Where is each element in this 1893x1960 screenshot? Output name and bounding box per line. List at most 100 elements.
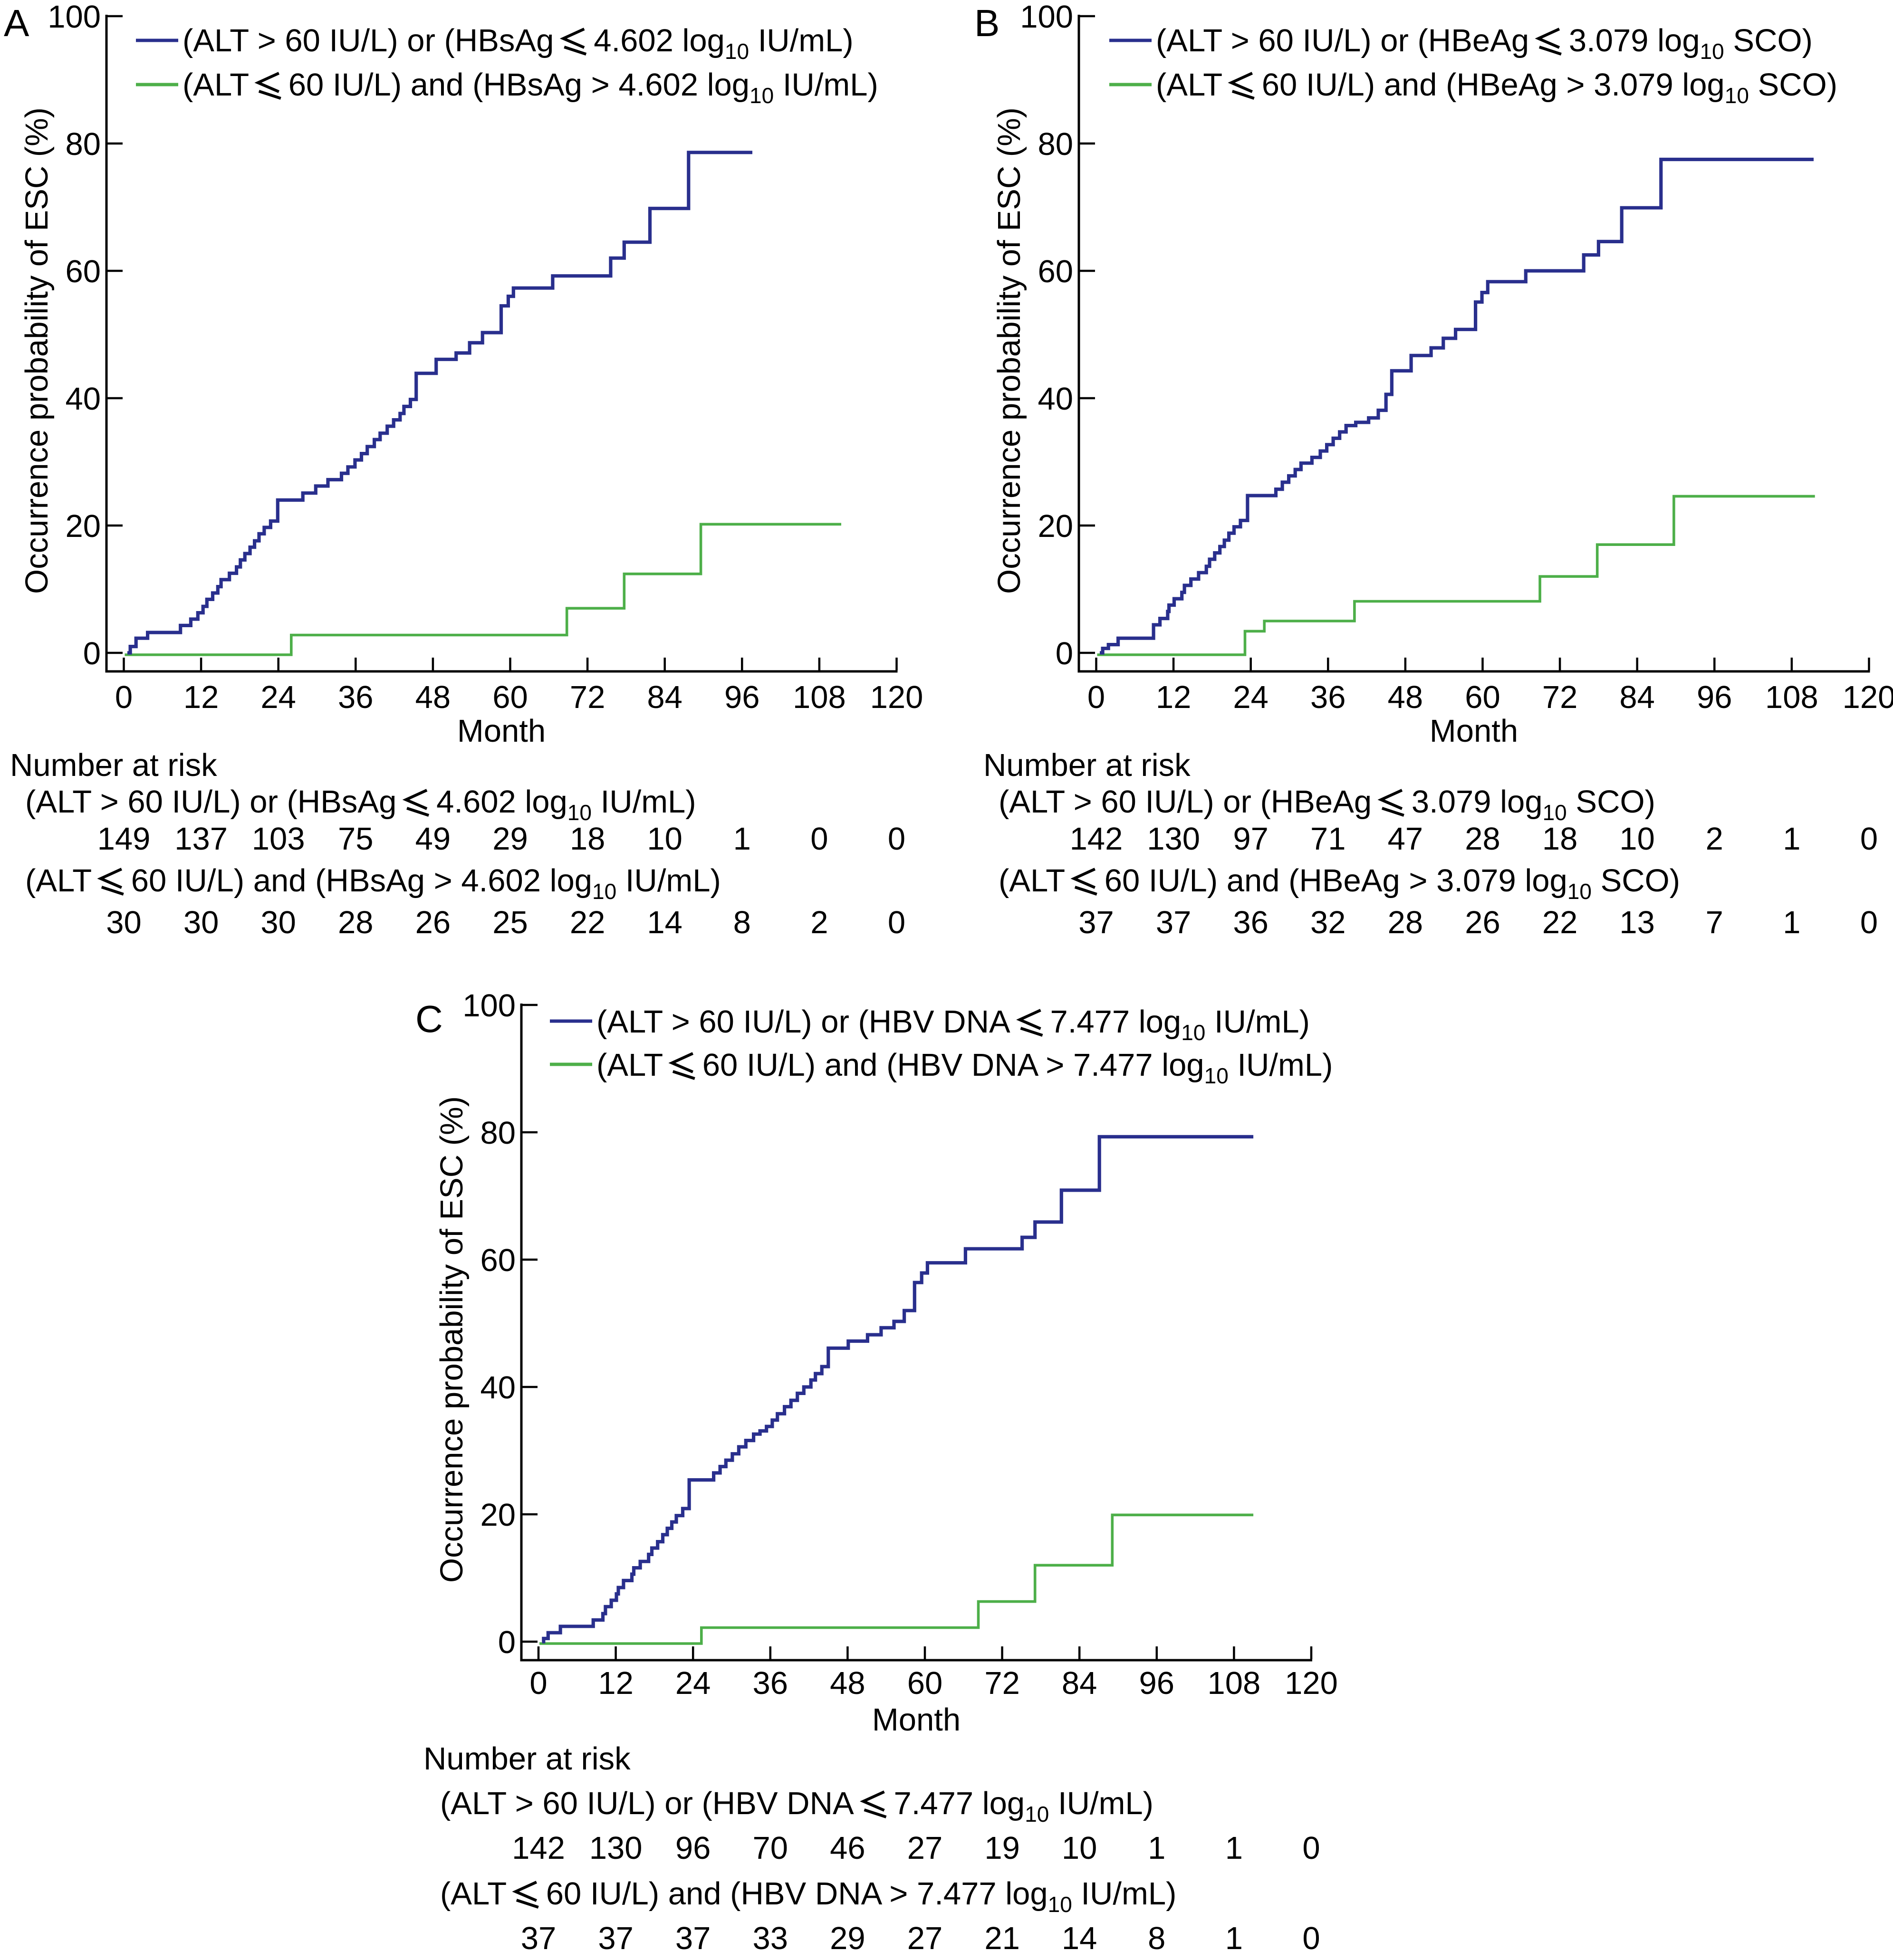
- svg-text:37: 37: [598, 1921, 634, 1956]
- svg-text:96: 96: [724, 679, 760, 715]
- svg-text:120: 120: [1285, 1665, 1338, 1701]
- svg-text:12: 12: [598, 1665, 634, 1701]
- svg-text:Month: Month: [872, 1702, 961, 1738]
- svg-text:84: 84: [1619, 679, 1655, 715]
- svg-text:72: 72: [984, 1665, 1020, 1701]
- svg-text:47: 47: [1388, 821, 1423, 857]
- svg-text:29: 29: [492, 821, 528, 857]
- svg-text:(ALT: (ALT: [1156, 67, 1222, 103]
- svg-text:1: 1: [1225, 1830, 1243, 1866]
- svg-text:(ALT > 60 IU/L) or (HBV DNA: (ALT > 60 IU/L) or (HBV DNA: [596, 1004, 1010, 1040]
- svg-text:100: 100: [48, 0, 101, 35]
- svg-text:130: 130: [1147, 821, 1200, 857]
- svg-text:Number at risk: Number at risk: [983, 747, 1191, 783]
- svg-text:25: 25: [492, 905, 528, 940]
- svg-text:27: 27: [907, 1921, 943, 1956]
- svg-text:1: 1: [1148, 1830, 1165, 1866]
- svg-text:72: 72: [570, 679, 605, 715]
- svg-text:7: 7: [1706, 905, 1723, 940]
- svg-text:130: 130: [589, 1830, 643, 1866]
- svg-text:29: 29: [830, 1921, 865, 1956]
- svg-text:108: 108: [1208, 1665, 1261, 1701]
- svg-text:0: 0: [529, 1665, 547, 1701]
- svg-text:60: 60: [1038, 254, 1073, 289]
- svg-text:Occurrence probability of ESC: Occurrence probability of ESC (%): [434, 1096, 470, 1583]
- svg-text:60 IU/L) and (HBV DNA > 7.477: 60 IU/L) and (HBV DNA > 7.477 log10 IU/m…: [546, 1876, 1177, 1917]
- svg-text:36: 36: [753, 1665, 788, 1701]
- svg-text:Month: Month: [457, 713, 546, 749]
- svg-text:37: 37: [1156, 905, 1192, 940]
- svg-text:22: 22: [1542, 905, 1578, 940]
- svg-text:(ALT > 60 IU/L) or (HBV DNA: (ALT > 60 IU/L) or (HBV DNA: [440, 1786, 854, 1821]
- svg-text:37: 37: [521, 1921, 557, 1956]
- svg-text:142: 142: [1070, 821, 1123, 857]
- svg-text:7.477 log10 IU/mL): 7.477 log10 IU/mL): [1050, 1004, 1310, 1045]
- svg-text:32: 32: [1310, 905, 1346, 940]
- svg-text:3.079 log10 SCO): 3.079 log10 SCO): [1569, 23, 1813, 64]
- svg-text:2: 2: [810, 905, 828, 940]
- svg-text:36: 36: [1233, 905, 1268, 940]
- svg-text:137: 137: [174, 821, 228, 857]
- svg-text:1: 1: [1225, 1921, 1243, 1956]
- svg-text:60: 60: [907, 1665, 943, 1701]
- svg-text:36: 36: [1310, 679, 1346, 715]
- svg-text:14: 14: [647, 905, 682, 940]
- svg-text:0: 0: [1860, 905, 1878, 940]
- svg-text:108: 108: [1765, 679, 1818, 715]
- svg-text:2: 2: [1706, 821, 1723, 857]
- svg-text:12: 12: [183, 679, 219, 715]
- svg-text:C: C: [415, 998, 443, 1040]
- svg-text:(ALT > 60 IU/L) or (HBeAg: (ALT > 60 IU/L) or (HBeAg: [999, 784, 1372, 820]
- svg-text:37: 37: [675, 1921, 711, 1956]
- svg-text:20: 20: [1038, 508, 1073, 544]
- svg-text:3.079 log10 SCO): 3.079 log10 SCO): [1412, 784, 1655, 825]
- svg-text:4.602 log10 IU/mL): 4.602 log10 IU/mL): [594, 23, 854, 64]
- svg-text:1: 1: [1783, 821, 1800, 857]
- svg-text:40: 40: [1038, 381, 1073, 417]
- svg-text:0: 0: [1860, 821, 1878, 857]
- svg-text:8: 8: [733, 905, 751, 940]
- svg-text:0: 0: [83, 636, 101, 671]
- svg-text:(ALT > 60 IU/L) or (HBsAg: (ALT > 60 IU/L) or (HBsAg: [25, 784, 396, 820]
- svg-text:24: 24: [675, 1665, 711, 1701]
- svg-text:60: 60: [480, 1243, 516, 1278]
- svg-text:60 IU/L) and (HBeAg > 3.079 lo: 60 IU/L) and (HBeAg > 3.079 log10 SCO): [1262, 67, 1837, 108]
- svg-text:36: 36: [338, 679, 374, 715]
- svg-text:(ALT > 60 IU/L) or (HBsAg: (ALT > 60 IU/L) or (HBsAg: [183, 23, 554, 58]
- svg-text:27: 27: [907, 1830, 943, 1866]
- svg-text:Number at risk: Number at risk: [10, 747, 217, 783]
- svg-text:48: 48: [830, 1665, 865, 1701]
- svg-text:20: 20: [65, 508, 101, 544]
- svg-text:142: 142: [512, 1830, 565, 1866]
- svg-text:28: 28: [1465, 821, 1500, 857]
- svg-text:97: 97: [1233, 821, 1268, 857]
- svg-text:12: 12: [1156, 679, 1192, 715]
- svg-text:71: 71: [1310, 821, 1346, 857]
- svg-text:Occurrence probability of ESC: Occurrence probability of ESC (%): [991, 107, 1027, 594]
- svg-text:1: 1: [733, 821, 751, 857]
- svg-text:0: 0: [1302, 1921, 1320, 1956]
- svg-text:60 IU/L) and (HBV DNA > 7.477: 60 IU/L) and (HBV DNA > 7.477 log10 IU/m…: [702, 1047, 1333, 1088]
- svg-text:10: 10: [647, 821, 682, 857]
- svg-text:84: 84: [1062, 1665, 1097, 1701]
- svg-text:60 IU/L) and (HBeAg > 3.079 lo: 60 IU/L) and (HBeAg > 3.079 log10 SCO): [1105, 863, 1680, 904]
- svg-text:60: 60: [492, 679, 528, 715]
- svg-text:33: 33: [753, 1921, 788, 1956]
- svg-text:(ALT: (ALT: [596, 1047, 663, 1083]
- svg-text:96: 96: [1697, 679, 1732, 715]
- svg-text:0: 0: [1087, 679, 1105, 715]
- svg-text:10: 10: [1619, 821, 1655, 857]
- svg-text:108: 108: [793, 679, 846, 715]
- svg-text:60: 60: [65, 254, 101, 289]
- svg-text:20: 20: [480, 1497, 516, 1533]
- svg-text:8: 8: [1148, 1921, 1165, 1956]
- svg-text:A: A: [4, 2, 29, 44]
- svg-text:40: 40: [65, 381, 101, 417]
- svg-text:103: 103: [252, 821, 305, 857]
- svg-text:Month: Month: [1430, 713, 1518, 749]
- svg-text:(ALT: (ALT: [440, 1876, 507, 1912]
- svg-text:120: 120: [1843, 679, 1893, 715]
- svg-text:14: 14: [1062, 1921, 1097, 1956]
- svg-text:72: 72: [1542, 679, 1578, 715]
- svg-text:0: 0: [888, 905, 905, 940]
